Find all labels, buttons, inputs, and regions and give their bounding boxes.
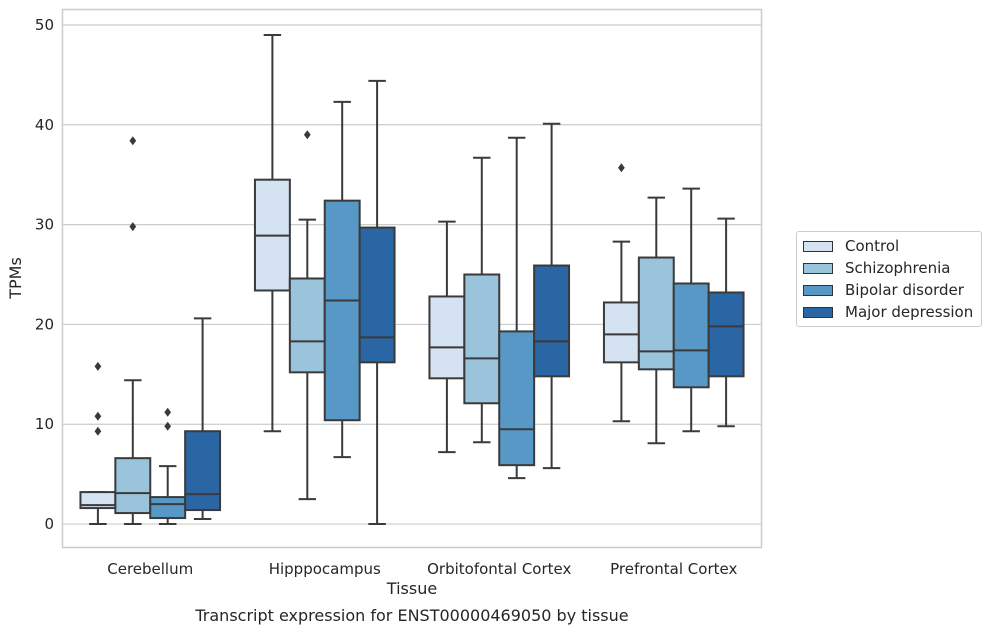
box-body	[602, 301, 640, 364]
y-tick-label: 20	[35, 315, 54, 333]
box-bipolar-disorder-hipppocampus	[323, 100, 361, 459]
outlier-point	[618, 163, 625, 173]
tick-labels: 0 10 20 30 40 50 Cerebellum Hipppocampus Orbitof…	[35, 16, 738, 578]
x-tick-label: Orbitofontal Cortex	[427, 560, 571, 578]
legend-item-bipolar-disorder: Bipolar disorder	[803, 280, 964, 300]
box-control-orbitofontal-cortex	[428, 220, 466, 454]
box-schizophrenia-cerebellum	[114, 136, 152, 526]
box-control-prefrontal-cortex	[602, 163, 640, 423]
box-control-hipppocampus	[253, 33, 291, 433]
box-body	[498, 330, 536, 467]
box-bipolar-disorder-prefrontal-cortex	[672, 187, 710, 433]
outlier-point	[94, 411, 102, 421]
boxes-layer	[79, 33, 745, 526]
y-tick-label: 0	[44, 515, 54, 533]
legend-swatch-schizophrenia	[803, 262, 833, 274]
legend-item-major-depression: Major depression	[803, 302, 973, 322]
legend-label-control: Control	[845, 237, 900, 255]
outlier-point	[129, 136, 137, 146]
box-body	[533, 264, 571, 378]
outlier-point	[164, 421, 172, 431]
legend-item-control: Control	[803, 236, 899, 256]
box-body	[288, 277, 326, 374]
box-major-depression-cerebellum	[184, 317, 222, 521]
outlier-point	[129, 222, 137, 232]
y-tick-label: 10	[35, 415, 54, 433]
box-schizophrenia-hipppocampus	[288, 130, 326, 501]
legend-label-schizophrenia: Schizophrenia	[845, 259, 951, 277]
box-bipolar-disorder-cerebellum	[149, 407, 187, 526]
grid-lines	[63, 24, 761, 525]
y-tick-label: 30	[35, 216, 54, 234]
box-schizophrenia-orbitofontal-cortex	[463, 156, 501, 444]
box-body	[428, 295, 466, 380]
box-schizophrenia-prefrontal-cortex	[637, 196, 675, 445]
outlier-point	[303, 130, 311, 140]
box-body	[114, 457, 152, 515]
legend-swatch-major-depression	[803, 306, 833, 318]
plot-area-frame	[61, 8, 763, 549]
legend: Control Schizophrenia Bipolar disorder M…	[796, 231, 982, 327]
y-tick-label: 50	[35, 16, 54, 34]
box-body	[358, 226, 396, 364]
box-major-depression-orbitofontal-cortex	[533, 122, 571, 470]
box-body	[184, 430, 222, 512]
outlier-point	[94, 361, 102, 371]
legend-swatch-bipolar-disorder	[803, 284, 833, 296]
box-body	[149, 496, 187, 520]
box-bipolar-disorder-orbitofontal-cortex	[498, 136, 536, 480]
y-axis-label: TPMs	[6, 257, 25, 300]
x-tick-label: Cerebellum	[107, 560, 193, 578]
box-major-depression-prefrontal-cortex	[707, 217, 745, 428]
box-major-depression-hipppocampus	[358, 79, 396, 526]
x-tick-label: Prefrontal Cortex	[610, 560, 737, 578]
legend-label-bipolar-disorder: Bipolar disorder	[845, 281, 964, 299]
legend-label-major-depression: Major depression	[845, 303, 974, 321]
legend-swatch-control	[803, 240, 833, 252]
outlier-point	[164, 407, 172, 417]
box-body	[707, 291, 745, 378]
box-body	[637, 256, 675, 371]
box-body	[323, 199, 361, 422]
x-axis-label: Tissue	[386, 579, 437, 598]
box-body	[672, 282, 710, 389]
legend-item-schizophrenia: Schizophrenia	[803, 258, 950, 278]
box-body	[463, 273, 501, 405]
box-control-cerebellum	[79, 361, 117, 526]
figure-caption: Transcript expression for ENST0000046905…	[195, 606, 629, 625]
x-tick-label: Hipppocampus	[269, 560, 381, 578]
y-tick-label: 40	[35, 116, 54, 134]
outlier-point	[94, 426, 102, 436]
